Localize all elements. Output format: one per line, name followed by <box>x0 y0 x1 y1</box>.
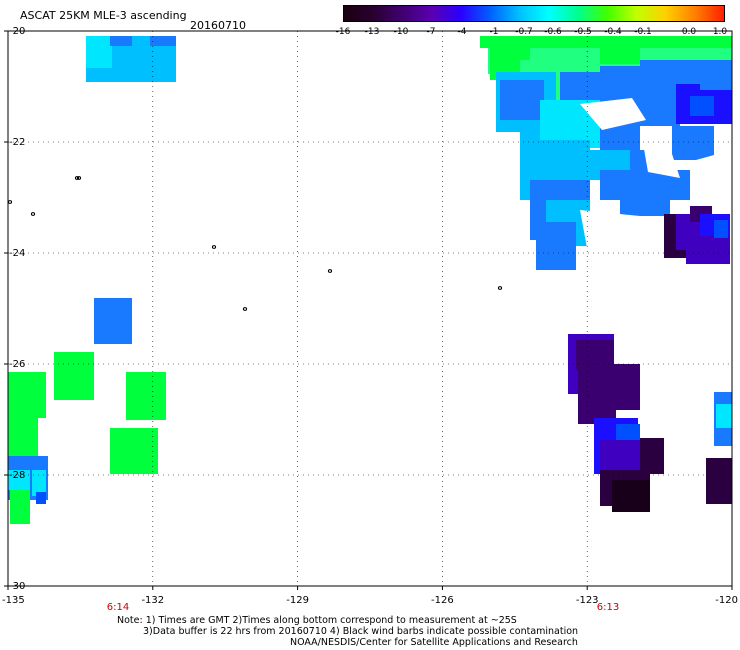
map-axis-labels: -20 -22 -24 -26 -28 -30 -135 -132 -129 -126 -123 -1… <box>2 26 738 613</box>
pass-time-label: 6:14 <box>107 602 129 613</box>
map-gridlines <box>8 31 732 586</box>
product-title: ASCAT 25KM MLE-3 ascending <box>20 9 187 22</box>
colorbar-tick-label: -16 <box>335 27 351 37</box>
wind-cell <box>86 36 112 68</box>
wind-cell <box>576 340 614 370</box>
wind-cell <box>600 440 640 470</box>
wind-data-patches <box>8 36 732 524</box>
island-marker <box>30 212 36 216</box>
wind-cell <box>126 372 166 420</box>
colorbar-tick-label: -7 <box>426 27 436 37</box>
colorbar-tick-label: 0.0 <box>681 27 697 37</box>
colorbar-tick-label: -1 <box>489 27 499 37</box>
island-marker <box>211 245 217 249</box>
data-gap <box>592 264 732 280</box>
wind-cell <box>716 404 732 428</box>
data-gap <box>696 150 732 204</box>
wind-cell <box>94 298 132 344</box>
wind-cell <box>700 70 732 90</box>
wind-cell <box>706 458 732 504</box>
product-date: 20160710 <box>190 19 246 32</box>
data-gap <box>580 210 664 264</box>
data-gap <box>640 126 680 178</box>
wind-cell <box>8 372 46 418</box>
lon-label: -132 <box>141 595 164 606</box>
colorbar-tick-label: -0.7 <box>515 27 533 37</box>
wind-cell <box>640 438 664 474</box>
data-gap <box>580 98 646 130</box>
lat-label: -22 <box>9 137 25 148</box>
wind-cell <box>110 36 132 46</box>
note-line-2: 3)Data buffer is 22 hrs from 20160710 4)… <box>143 626 579 637</box>
wind-cell <box>616 424 640 444</box>
wind-cell <box>500 80 544 120</box>
lon-label: -126 <box>431 595 454 606</box>
lat-label: -28 <box>9 470 25 481</box>
lon-label: -123 <box>576 595 599 606</box>
colorbar-tick-label: -0.1 <box>634 27 652 37</box>
colorbar-tick-label: -13 <box>364 27 380 37</box>
island-marker <box>74 176 80 180</box>
wind-cell <box>672 126 714 160</box>
wind-cell <box>32 470 46 496</box>
lat-label: -26 <box>9 359 25 370</box>
wind-cell <box>690 96 714 116</box>
lon-label: -135 <box>2 595 25 606</box>
island-marker <box>497 286 503 290</box>
island-markers <box>7 176 503 311</box>
wind-cell <box>54 352 94 400</box>
map-frame <box>4 30 733 590</box>
lat-label: -24 <box>9 248 25 259</box>
wind-cell <box>612 480 650 512</box>
map-border <box>7 30 733 587</box>
colorbar-tick-label: -0.4 <box>604 27 622 37</box>
pass-time-label: 6:13 <box>597 602 619 613</box>
lat-label: -30 <box>9 581 25 592</box>
island-marker <box>76 176 82 180</box>
colorbar-tick-label: -10 <box>393 27 409 37</box>
wind-cell <box>480 36 732 48</box>
wind-cell <box>36 492 46 504</box>
colorbar-tick-label: 1.0 <box>712 27 728 37</box>
island-marker <box>7 200 13 204</box>
lon-label: -129 <box>286 595 309 606</box>
wind-cell <box>8 418 38 456</box>
island-marker <box>242 307 248 311</box>
colorbar-tick-label: -4 <box>457 27 467 37</box>
note-line-3: NOAA/NESDIS/Center for Satellite Applica… <box>290 637 578 648</box>
island-marker <box>327 269 333 273</box>
lon-label: -120 <box>715 595 738 606</box>
wind-cell <box>600 44 640 64</box>
wind-cell <box>530 140 590 180</box>
colorbar-tick-labels: -16 -13 -10 -7 -4 -1 -0.7 -0.6 -0.5 -0.4 -0.1 0.0 1.… <box>330 27 740 39</box>
wind-cell <box>578 370 616 424</box>
wind-cell <box>536 240 576 270</box>
colorbar-tick-label: -0.6 <box>544 27 562 37</box>
wind-cell <box>714 220 728 238</box>
wind-cell <box>10 490 30 524</box>
colorbar-tick-label: -0.5 <box>574 27 592 37</box>
note-line-1: Note: 1) Times are GMT 2)Times along bot… <box>117 615 517 626</box>
wind-cell <box>612 364 640 410</box>
wind-cell <box>110 428 158 474</box>
colorbar <box>343 5 725 22</box>
wind-cell <box>150 36 176 46</box>
wind-cell <box>686 236 730 266</box>
lat-label: -20 <box>9 26 25 37</box>
wind-cell <box>620 190 670 216</box>
